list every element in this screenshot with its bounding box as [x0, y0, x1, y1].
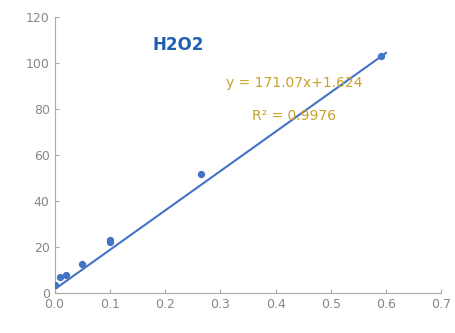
Text: H2O2: H2O2 [153, 36, 204, 54]
Point [79, 262, 86, 267]
Point [377, 53, 384, 59]
Point [197, 172, 205, 177]
Point [51, 282, 58, 288]
Point [106, 240, 113, 245]
Text: y = 171.07x+1.624: y = 171.07x+1.624 [226, 76, 363, 90]
Point [56, 274, 64, 280]
Text: R² = 0.9976: R² = 0.9976 [253, 109, 336, 123]
Point [106, 237, 113, 243]
Point [62, 272, 69, 277]
